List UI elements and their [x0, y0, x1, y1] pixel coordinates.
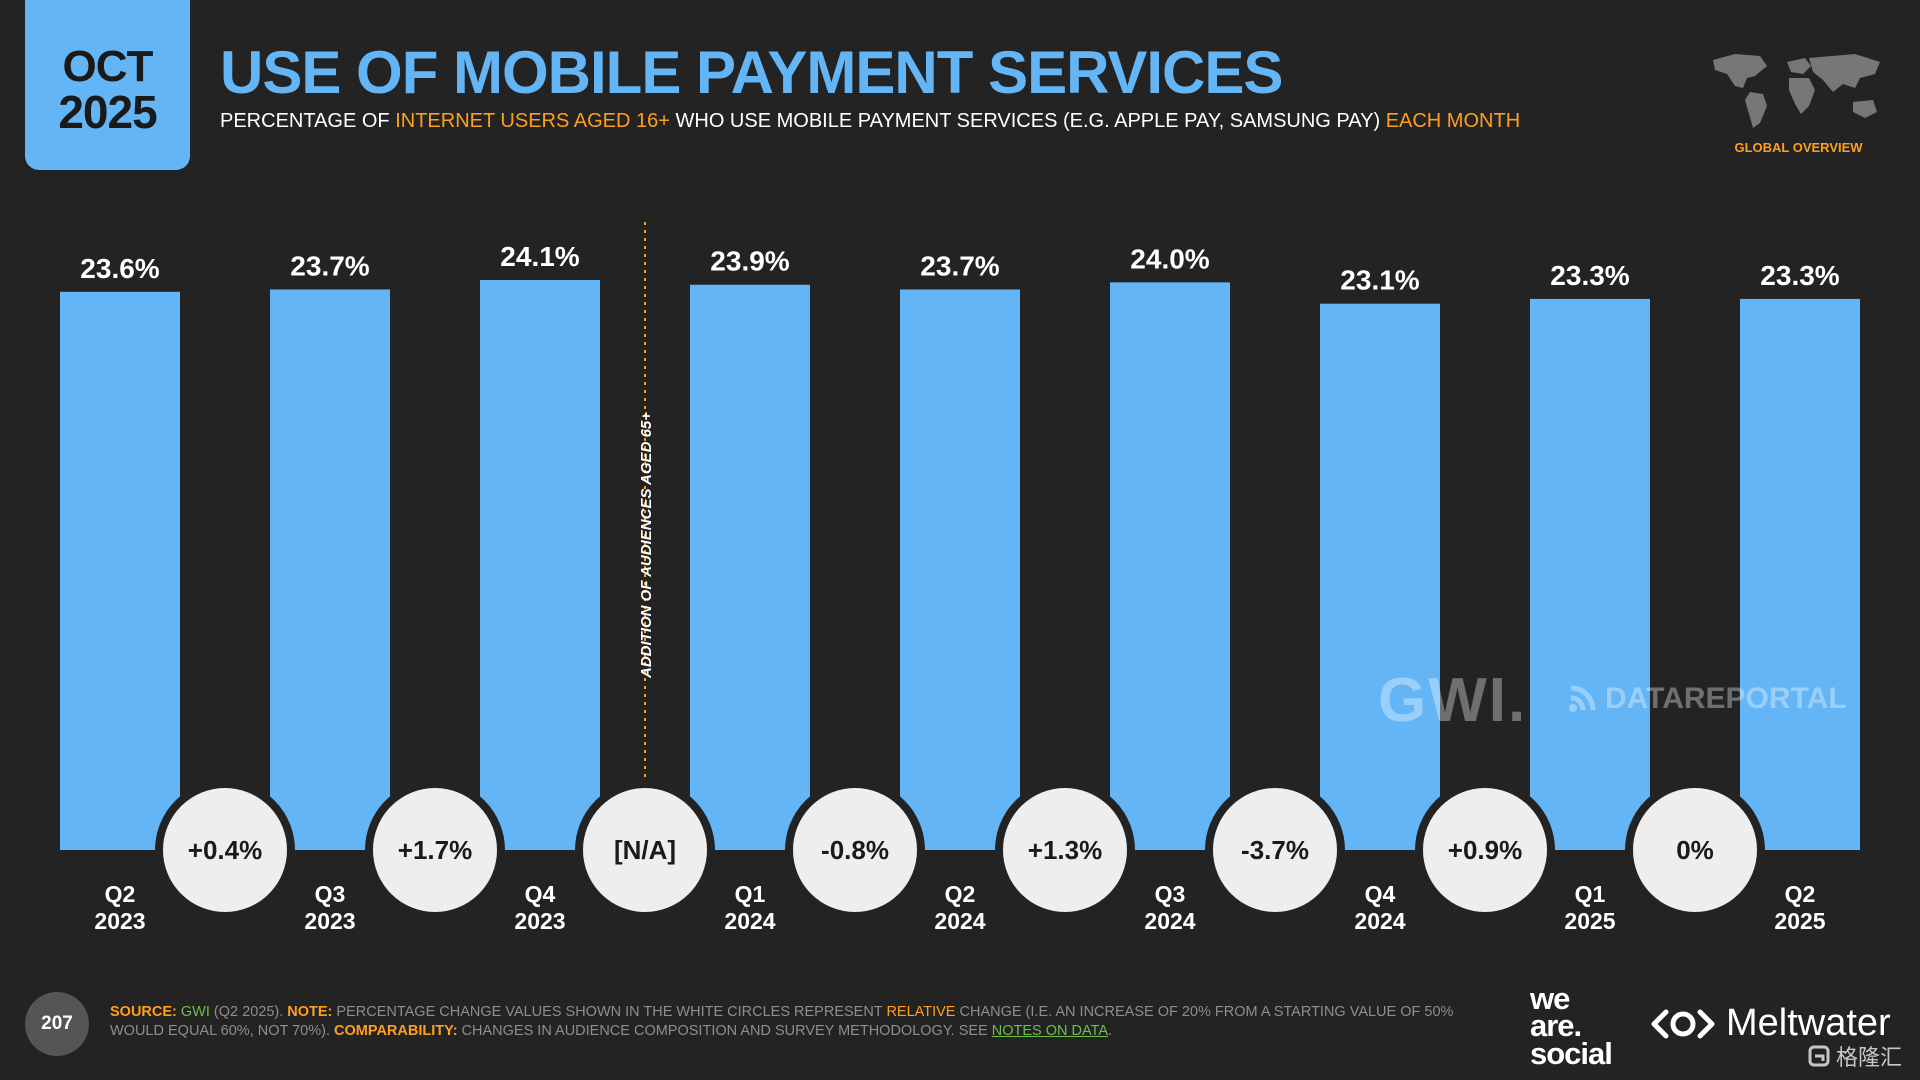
bar-value-label-1: 23.7% — [290, 250, 369, 281]
subtitle-part-1: PERCENTAGE OF — [220, 110, 396, 132]
bar-value-label-7: 23.3% — [1550, 260, 1629, 291]
brand-we: we — [1530, 981, 1570, 1016]
page-title: USE OF MOBILE PAYMENT SERVICES — [220, 39, 1283, 106]
bar-value-label-4: 23.7% — [920, 250, 999, 281]
bar-4 — [900, 289, 1020, 850]
we-are-social-logo: we are. social — [1530, 981, 1613, 1071]
change-circle-6 — [1415, 780, 1555, 920]
bar-value-label-5: 24.0% — [1130, 243, 1209, 274]
map-label: GLOBAL OVERVIEW — [1734, 140, 1863, 155]
annotation-label: ADDITION OF AUDIENCES AGED 65+ — [638, 412, 655, 679]
note-text-2: CHANGE (I.E. AN INCREASE OF 20% FROM A S… — [110, 1004, 1454, 1039]
category-label-2: Q4 2023 — [514, 881, 565, 934]
note-label: NOTE: — [287, 1004, 333, 1020]
source-rest: (Q2 2025). — [209, 1004, 288, 1020]
category-label-1: Q3 2023 — [304, 881, 355, 934]
notes-on-data-link[interactable]: NOTES ON DATA — [991, 1022, 1109, 1039]
date-month: OCT — [62, 42, 154, 91]
category-label-7: Q1 2025 — [1564, 881, 1615, 934]
bar-value-label-3: 23.9% — [710, 246, 789, 277]
change-label-0: +0.4% — [188, 835, 262, 865]
bar-7 — [1530, 298, 1650, 851]
subtitle-highlight-2: EACH MONTH — [1385, 110, 1521, 132]
note-text: PERCENTAGE CHANGE VALUES SHOWN IN THE WH… — [332, 1004, 887, 1020]
category-label-6: Q4 2024 — [1354, 881, 1405, 934]
change-circle-1 — [365, 780, 505, 920]
category-label-5: Q3 2024 — [1144, 881, 1195, 934]
meltwater-icon — [1651, 1009, 1715, 1038]
bar-value-label-2: 24.1% — [500, 241, 579, 272]
corner-watermark-icon — [1808, 1045, 1830, 1067]
bar-8 — [1740, 298, 1860, 851]
note-relative: RELATIVE — [886, 1004, 956, 1020]
footer-notes: SOURCE: GWI (Q2 2025). NOTE: PERCENTAGE … — [110, 1003, 1490, 1041]
change-label-1: +1.7% — [398, 835, 472, 865]
change-circle-7 — [1625, 780, 1765, 920]
brand-are: are. — [1530, 1008, 1582, 1044]
corner-watermark-text: 格隆汇 — [1836, 1045, 1903, 1070]
datareportal-icon — [1569, 685, 1596, 712]
brand-social: social — [1530, 1035, 1613, 1071]
world-map-icon — [1713, 54, 1880, 128]
gwi-watermark: GWI. — [1378, 666, 1528, 735]
category-label-8: Q2 2025 — [1774, 881, 1825, 934]
change-label-4: +1.3% — [1028, 835, 1102, 865]
datareportal-watermark: DATAREPORTAL — [1565, 682, 1847, 716]
source-gwi: GWI — [180, 1004, 210, 1020]
change-label-5: -3.7% — [1241, 835, 1309, 865]
change-circle-5 — [1205, 780, 1345, 920]
source-label: SOURCE: — [110, 1004, 177, 1020]
change-circle-0 — [155, 780, 295, 920]
change-circle-2 — [575, 780, 715, 920]
subtitle-highlight-1: INTERNET USERS AGED 16+ — [395, 110, 670, 132]
bar-1 — [270, 289, 390, 850]
bar-5 — [1110, 282, 1230, 851]
subtitle-part-2: WHO USE MOBILE PAYMENT SERVICES (E.G. AP… — [669, 110, 1386, 132]
bar-6 — [1320, 303, 1440, 850]
meltwater-logo: Meltwater — [1650, 1002, 1891, 1045]
comparability-text: CHANGES IN AUDIENCE COMPOSITION AND SURV… — [457, 1022, 992, 1039]
bar-value-label-6: 23.1% — [1340, 265, 1419, 296]
bar-value-label-0: 23.6% — [80, 253, 159, 284]
datareportal-text: DATAREPORTAL — [1605, 682, 1847, 715]
bar-chart: 23.6% Q2 2023 23.7% Q3 2023 24.1% Q4 2023 23.9% Q1… — [60, 222, 1860, 934]
corner-watermark: 格隆汇 — [1808, 1040, 1902, 1072]
brand-meltwater: Meltwater — [1726, 1002, 1891, 1044]
bar-0 — [60, 291, 180, 850]
change-label-6: +0.9% — [1448, 835, 1522, 865]
category-label-0: Q2 2023 — [94, 881, 145, 934]
bar-value-label-8: 23.3% — [1760, 260, 1839, 291]
date-year: 2025 — [58, 86, 157, 138]
page-subtitle: PERCENTAGE OF INTERNET USERS AGED 16+ WH… — [220, 110, 1520, 133]
bar-3 — [690, 284, 810, 850]
change-label-2: [N/A] — [614, 835, 676, 865]
page-number: 207 — [25, 992, 89, 1056]
category-label-3: Q1 2024 — [724, 881, 775, 934]
comparability-end: . — [1108, 1022, 1113, 1039]
change-circle-3 — [785, 780, 925, 920]
bar-2 — [480, 280, 600, 850]
date-badge: OCT 2025 — [25, 0, 190, 170]
category-label-4: Q2 2024 — [934, 881, 985, 934]
comparability-label: COMPARABILITY: — [334, 1022, 458, 1039]
change-circle-4 — [995, 780, 1135, 920]
change-label-7: 0% — [1676, 835, 1714, 865]
change-label-3: -0.8% — [821, 835, 889, 865]
